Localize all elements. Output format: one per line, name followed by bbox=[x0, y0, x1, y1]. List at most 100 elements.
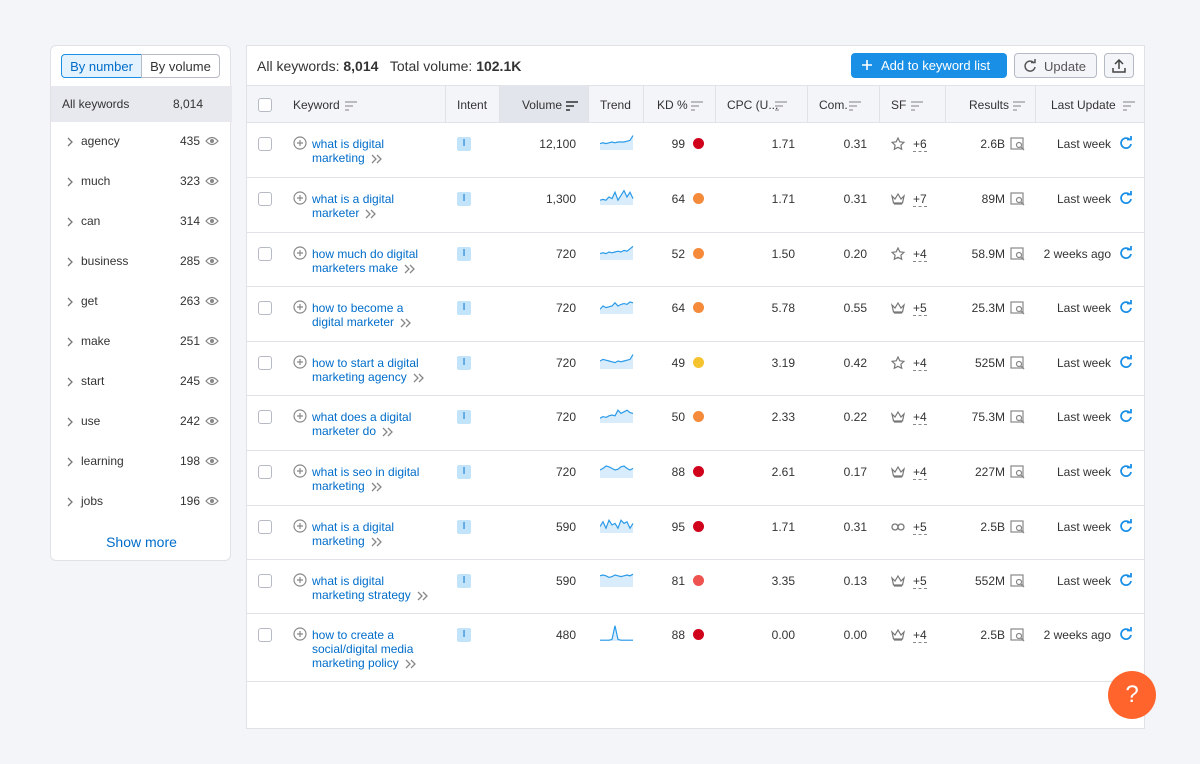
keyword[interactable]: what is digital marketing bbox=[312, 137, 385, 165]
eye-icon-part bbox=[205, 336, 219, 346]
column-header[interactable]: SF bbox=[891, 98, 907, 112]
sort-icon-part bbox=[849, 101, 861, 111]
group-name[interactable]: business bbox=[81, 254, 129, 268]
column-divider bbox=[1035, 85, 1036, 122]
add-button[interactable]: Add to keyword list bbox=[851, 53, 1007, 78]
eye-icon-part bbox=[210, 419, 214, 423]
column-divider bbox=[643, 85, 644, 122]
chevron-part bbox=[67, 457, 73, 467]
row[interactable] bbox=[247, 396, 1144, 451]
sf-count[interactable]: +5 bbox=[913, 520, 927, 535]
tab[interactable]: By number bbox=[61, 54, 142, 78]
keyword[interactable]: what is a digital marketing bbox=[312, 520, 395, 548]
serp-arrow[interactable] bbox=[405, 658, 417, 672]
sf-icon bbox=[891, 192, 905, 205]
sf-count[interactable]: +4 bbox=[913, 465, 927, 480]
group-name[interactable]: jobs bbox=[81, 494, 104, 508]
keyword[interactable]: what is seo in digital marketing bbox=[312, 465, 420, 493]
all-row[interactable] bbox=[51, 86, 232, 122]
serp-arrow[interactable] bbox=[371, 536, 383, 550]
keyword[interactable]: how to start a digital marketing agency bbox=[312, 356, 419, 384]
column-header[interactable]: Com. bbox=[819, 98, 848, 112]
checkbox[interactable] bbox=[258, 410, 272, 424]
sf-icon bbox=[891, 628, 905, 641]
chevron-part bbox=[67, 177, 73, 187]
group-name[interactable]: much bbox=[81, 174, 111, 188]
group-name[interactable]: learning bbox=[81, 454, 124, 468]
sparkline bbox=[600, 625, 633, 641]
column-header[interactable]: Trend bbox=[600, 98, 631, 112]
serp-arrow[interactable] bbox=[371, 153, 383, 167]
help-button[interactable]: ? bbox=[1108, 671, 1156, 719]
refresh-icon-part bbox=[1120, 247, 1132, 259]
serp-arrow[interactable] bbox=[417, 590, 429, 604]
row[interactable] bbox=[247, 506, 1144, 560]
keyword[interactable]: how much do digital marketers make bbox=[312, 247, 419, 275]
sf-count[interactable]: +4 bbox=[913, 628, 927, 643]
column-header[interactable]: KD % bbox=[657, 98, 688, 112]
column-header[interactable]: Keyword bbox=[293, 98, 340, 112]
serp-arrow[interactable] bbox=[400, 317, 412, 331]
last-update: Last week bbox=[1056, 465, 1111, 479]
show-more[interactable]: Show more bbox=[106, 534, 177, 550]
add-icon-part bbox=[293, 409, 307, 423]
keyword[interactable]: what is digital marketing strategy bbox=[312, 574, 411, 602]
column-header[interactable]: Results bbox=[968, 98, 1009, 112]
serp-icon-part bbox=[1015, 305, 1023, 313]
checkbox[interactable] bbox=[258, 301, 272, 315]
sf-count[interactable]: +5 bbox=[913, 574, 927, 589]
refresh-icon bbox=[1120, 519, 1132, 532]
sf-count[interactable]: +4 bbox=[913, 410, 927, 425]
group-name[interactable]: make bbox=[81, 334, 111, 348]
serp-arrow[interactable] bbox=[413, 372, 425, 386]
column-header[interactable]: Last Update bbox=[1051, 98, 1116, 112]
keyword[interactable]: how to create a social/digital media mar… bbox=[312, 628, 414, 670]
sf-count[interactable]: +5 bbox=[913, 301, 927, 316]
row[interactable] bbox=[247, 233, 1144, 287]
group-name[interactable]: use bbox=[81, 414, 101, 428]
checkbox[interactable] bbox=[258, 356, 272, 370]
row[interactable] bbox=[247, 451, 1144, 506]
export-button[interactable] bbox=[1104, 53, 1134, 78]
sf-icon-part bbox=[891, 574, 905, 587]
sf-count[interactable]: +7 bbox=[913, 192, 927, 207]
checkbox[interactable] bbox=[258, 192, 272, 206]
serp-arrow[interactable] bbox=[382, 426, 394, 440]
keyword[interactable]: what is a digital marketer bbox=[312, 192, 395, 220]
column-header[interactable]: Volume bbox=[521, 98, 562, 112]
checkbox[interactable] bbox=[258, 98, 272, 112]
update-button[interactable]: Update bbox=[1014, 53, 1097, 78]
sf-count[interactable]: +4 bbox=[913, 356, 927, 371]
row[interactable] bbox=[247, 560, 1144, 614]
row[interactable] bbox=[247, 614, 1144, 682]
tab[interactable]: By volume bbox=[141, 54, 220, 78]
chevrons-part bbox=[400, 318, 411, 328]
sf-icon bbox=[891, 247, 905, 261]
row[interactable] bbox=[247, 178, 1144, 233]
group-name[interactable]: can bbox=[81, 214, 101, 228]
checkbox[interactable] bbox=[258, 247, 272, 261]
keyword[interactable]: how to become a digital marketer bbox=[312, 301, 404, 329]
sf-count[interactable]: +4 bbox=[913, 247, 927, 262]
row[interactable] bbox=[247, 123, 1144, 178]
sf-count[interactable]: +6 bbox=[913, 137, 927, 152]
checkbox[interactable] bbox=[258, 520, 272, 534]
serp-arrow[interactable] bbox=[404, 263, 416, 277]
group-name[interactable]: start bbox=[81, 374, 105, 388]
column-header[interactable]: Intent bbox=[457, 98, 488, 112]
row[interactable] bbox=[247, 287, 1144, 342]
serp-arrow[interactable] bbox=[371, 481, 383, 495]
add-icon bbox=[293, 300, 307, 314]
checkbox[interactable] bbox=[258, 574, 272, 588]
checkbox[interactable] bbox=[258, 628, 272, 642]
group-name[interactable]: get bbox=[81, 294, 98, 308]
group-name[interactable]: agency bbox=[81, 134, 120, 148]
eye-icon-part bbox=[210, 499, 214, 503]
checkbox[interactable] bbox=[258, 137, 272, 151]
checkbox[interactable] bbox=[258, 465, 272, 479]
label: Update bbox=[1044, 59, 1086, 74]
column-header[interactable]: CPC (U... bbox=[727, 98, 779, 112]
serp-arrow[interactable] bbox=[365, 208, 377, 222]
row[interactable] bbox=[247, 342, 1144, 396]
keyword[interactable]: what does a digital marketer do bbox=[312, 410, 412, 438]
